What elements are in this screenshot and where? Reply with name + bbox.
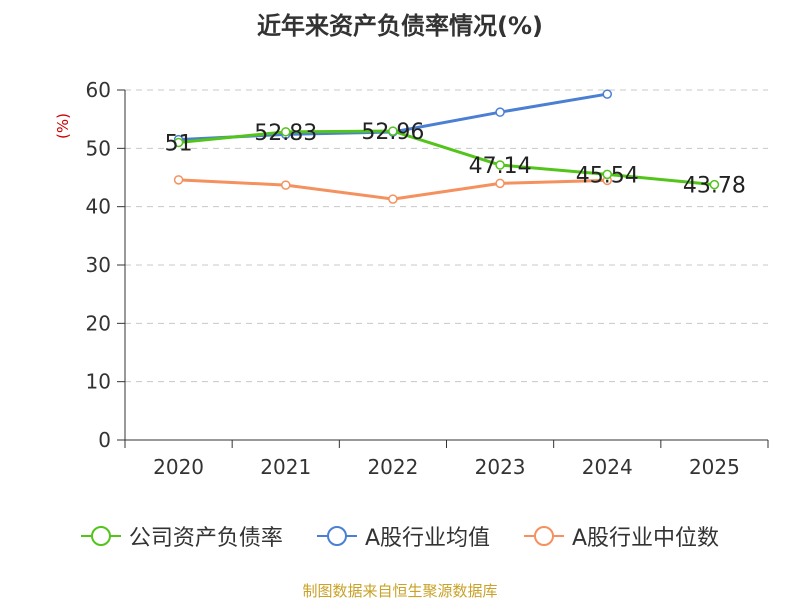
data-label-4: 45.54	[576, 163, 639, 188]
legend-marker-industry-avg	[316, 525, 357, 547]
data-labels: 51 52.83 52.96 47.14 45.54 43.78	[165, 120, 746, 199]
data-point-0-4	[602, 169, 612, 180]
legend-marker-industry-median	[524, 525, 564, 547]
x-tick-label-2020: 2020	[153, 455, 204, 479]
data-point-2-1	[281, 180, 291, 190]
x-tick-label-2022: 2022	[367, 455, 418, 479]
x-tick-label-2024: 2024	[582, 455, 633, 479]
axes: 0 10 20 30 40 50 60 (%) 2020 2021 2022 2023 2024 2025	[54, 78, 769, 479]
x-tick-label-2021: 2021	[260, 455, 311, 479]
data-point-0-5	[709, 179, 720, 190]
data-point-0-2	[388, 126, 398, 136]
data-label-5: 43.78	[683, 174, 746, 199]
grid-lines	[125, 89, 768, 383]
data-point-0-3	[495, 160, 505, 170]
legend-item-industry-median[interactable]: A股行业中位数	[524, 520, 719, 552]
y-tick-label-0: 0	[98, 428, 111, 452]
x-tick-label-2025: 2025	[689, 455, 740, 479]
line-chart: 0 10 20 30 40 50 60 (%) 2020 2021 2022 2023 2024 2025…	[54, 78, 769, 479]
legend-label-company: 公司资产负债率	[128, 526, 283, 551]
data-source-note: 制图数据来自恒生聚源数据库	[302, 582, 498, 600]
y-axis-label: (%)	[54, 113, 72, 139]
data-label-3: 47.14	[469, 154, 532, 179]
y-tick-label-60: 60	[86, 78, 111, 102]
data-point-0-0	[173, 137, 184, 148]
y-tick-label-30: 30	[86, 253, 111, 277]
x-tick-label-2023: 2023	[475, 455, 526, 479]
data-label-2: 52.96	[361, 120, 424, 145]
legend-item-company[interactable]: 公司资产负债率	[80, 520, 283, 552]
legend: 公司资产负债率 A股行业均值 A股行业中位数	[0, 520, 800, 552]
legend-label-industry-median: A股行业中位数	[572, 526, 720, 551]
y-tick-label-10: 10	[86, 370, 111, 394]
data-point-1-3	[495, 107, 505, 117]
series-line-0	[178, 129, 715, 187]
data-point-1-4	[602, 89, 612, 99]
data-point-2-3	[495, 178, 505, 189]
y-tick-label-40: 40	[86, 195, 111, 219]
legend-marker-company	[80, 525, 121, 547]
series-lines	[173, 89, 720, 204]
data-label-1: 52.83	[254, 121, 317, 146]
legend-label-industry-avg: A股行业均值	[364, 526, 490, 551]
legend-item-industry-avg[interactable]: A股行业均值	[316, 520, 490, 552]
data-label-0: 51	[165, 132, 193, 157]
y-tick-label-50: 50	[86, 136, 111, 160]
y-tick-label-20: 20	[86, 311, 111, 335]
chart-title: 近年来资产负债率情况(%)	[257, 12, 543, 40]
data-point-2-2	[388, 194, 398, 204]
data-point-2-0	[173, 175, 184, 185]
data-point-0-1	[281, 127, 291, 137]
